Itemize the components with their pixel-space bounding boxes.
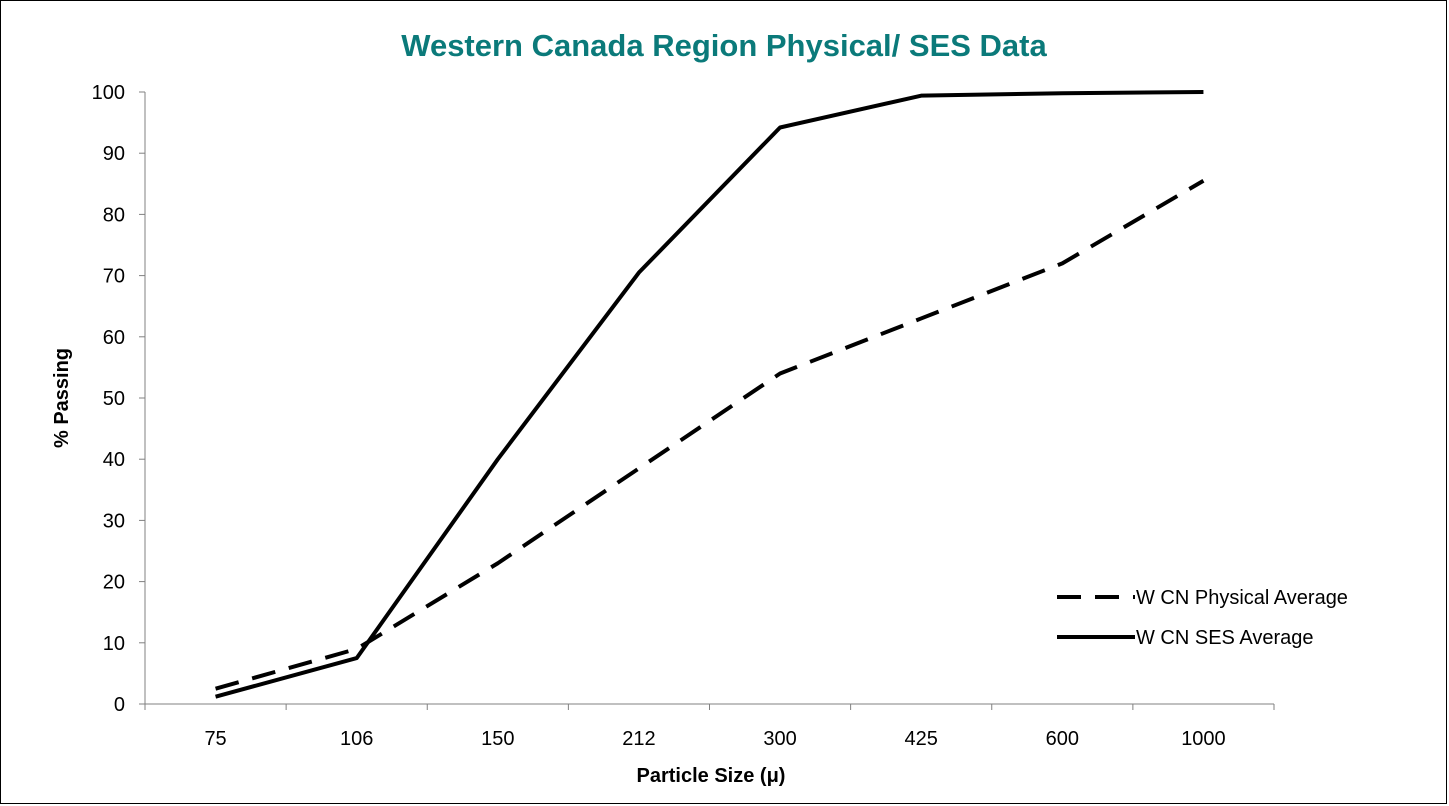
y-tick-label: 20	[103, 572, 125, 594]
series-line-2	[216, 92, 1204, 697]
x-axis-title: Particle Size (μ)	[637, 765, 786, 787]
y-axis-ticks: 0 10 20 30 40 50 60 70 80 90 100	[92, 82, 145, 716]
x-tick-label: 75	[204, 728, 226, 750]
y-tick-label: 30	[103, 510, 125, 532]
y-tick-label: 60	[103, 327, 125, 349]
y-tick-label: 40	[103, 449, 125, 471]
x-axis-ticks: 75 106 150 212 300 425 600 1000	[145, 704, 1274, 750]
y-tick-label: 70	[103, 266, 125, 288]
y-tick-label: 10	[103, 633, 125, 655]
x-tick-label: 600	[1046, 728, 1079, 750]
y-tick-label: 90	[103, 143, 125, 165]
x-tick-label: 300	[763, 728, 796, 750]
x-tick-label: 150	[481, 728, 514, 750]
chart-title: Western Canada Region Physical/ SES Data	[401, 28, 1047, 63]
y-tick-label: 100	[92, 82, 125, 104]
series-layer	[216, 92, 1204, 697]
legend-label-2: W CN SES Average	[1136, 627, 1313, 649]
y-axis-title: % Passing	[51, 348, 73, 448]
x-tick-label: 1000	[1181, 728, 1226, 750]
series-line-1	[216, 181, 1204, 689]
y-tick-label: 80	[103, 204, 125, 226]
y-tick-label: 0	[114, 694, 125, 716]
legend: W CN Physical Average W CN SES Average	[1057, 587, 1348, 649]
y-tick-label: 50	[103, 388, 125, 410]
legend-label-1: W CN Physical Average	[1136, 587, 1348, 609]
x-tick-label: 106	[340, 728, 373, 750]
x-tick-label: 425	[905, 728, 938, 750]
x-tick-label: 212	[622, 728, 655, 750]
